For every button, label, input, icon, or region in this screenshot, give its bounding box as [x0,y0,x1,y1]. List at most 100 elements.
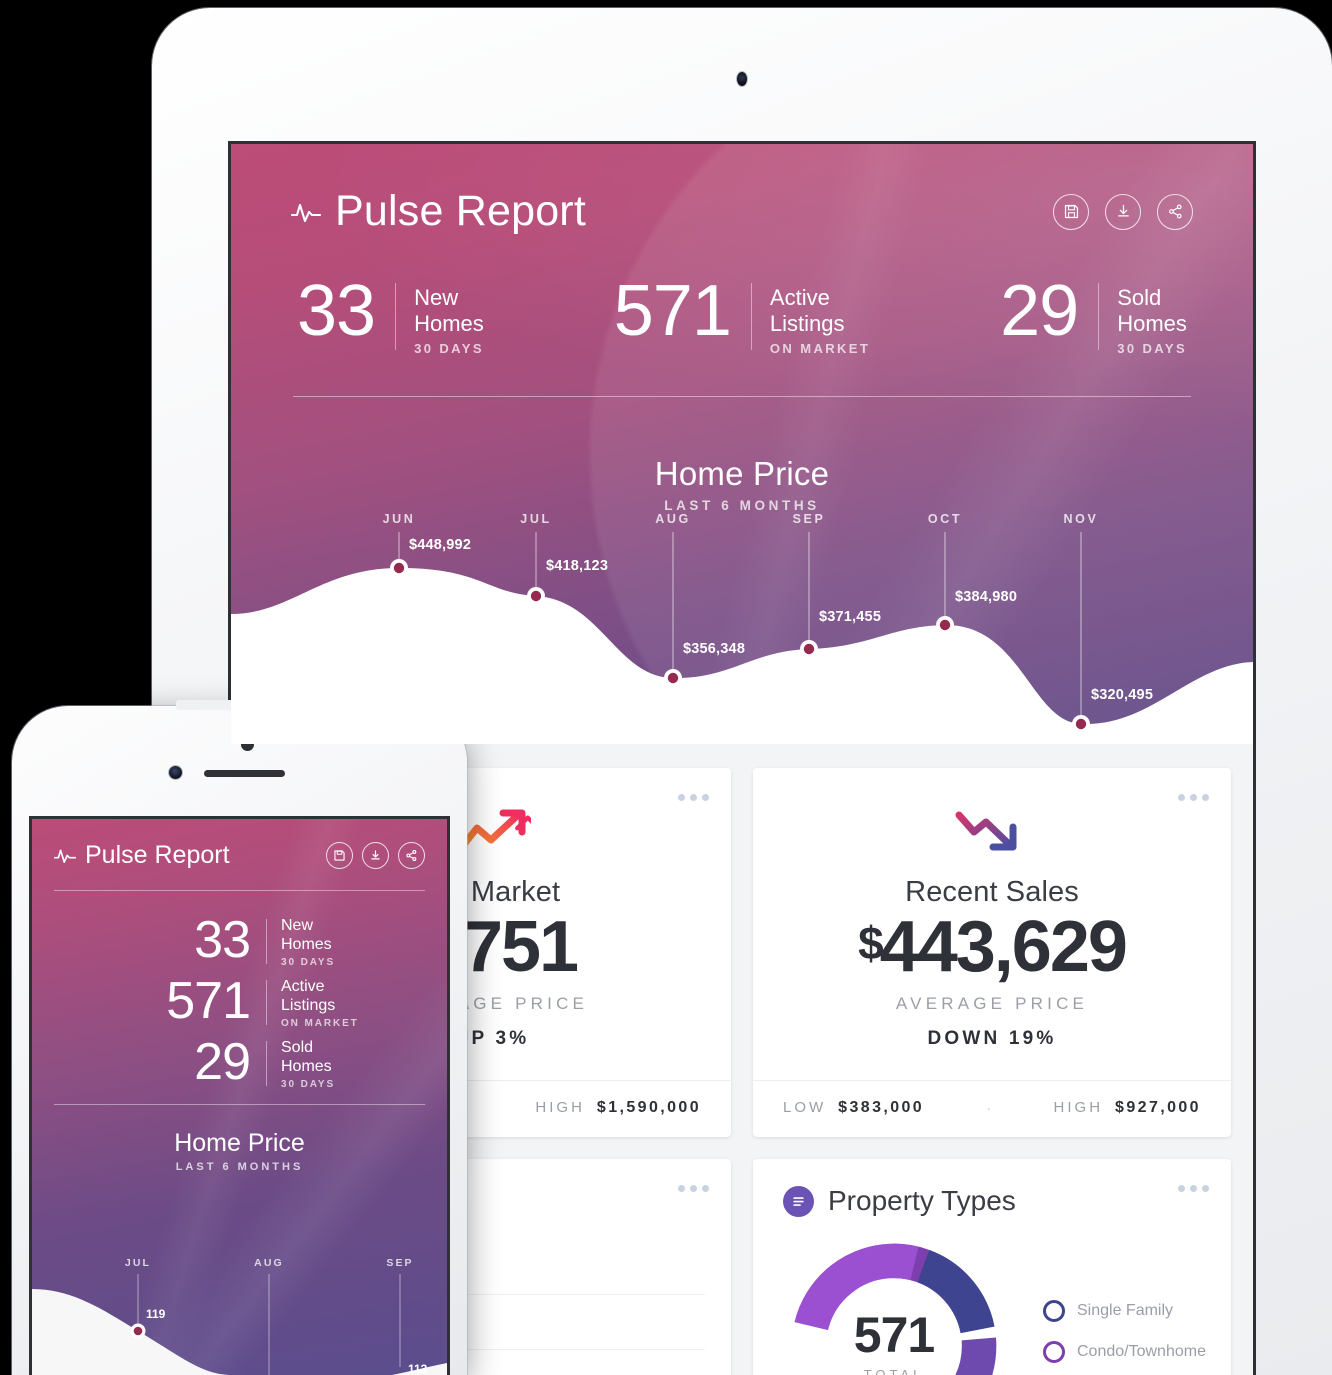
phone-stat-active-listings: 571 Active Listings ON MARKET [132,972,425,1031]
high-key: HIGH [535,1099,585,1117]
stat-sublabel: 30 DAYS [1117,341,1188,357]
stat-sublabel: 30 DAYS [281,957,336,969]
gridline [279,1294,705,1296]
card-high: HIGH $1,590,000 [535,1099,701,1117]
share-icon [1168,204,1182,219]
stat-active-listings: 571 Active Listings ON MARKET [594,271,891,357]
phone-header-actions [326,842,425,869]
card-value: $443,629 [783,910,1201,984]
download-icon [371,850,380,860]
stat-divider [266,1041,267,1087]
share-button[interactable] [1157,193,1193,230]
summary-stats: 33 New Homes 30 DAYS 571 [291,271,1193,357]
stat-value: 33 [297,271,376,351]
phone-chart-month-label: AUG [254,1257,284,1269]
stat-label-line1: New [281,917,314,934]
stat-label-line2: Homes [1117,310,1187,336]
stat-label-line1: Active [769,285,830,310]
phone-summary-stats: 33 New Homes 30 DAYS 571 Active [54,914,425,1091]
trend-up-icon [454,809,531,856]
card-recent-sales[interactable]: Recent Sales $443,629 AVERAGE PRICE DOWN… [753,768,1231,1138]
high-value: $1,590,000 [596,1099,701,1117]
property-types-donut: 571 TOTAL [779,1231,1009,1375]
stat-divider [1098,283,1100,351]
stat-sublabel: ON MARKET [281,1018,359,1030]
download-button[interactable] [1105,193,1141,230]
card-menu-button[interactable] [1178,1185,1209,1193]
chart-subtitle: LAST 6 MONTHS [664,498,820,514]
home-price-heading: Home Price LAST 6 MONTHS [291,455,1193,513]
donut-legend: Single Family Condo/Townhome Land [1043,1288,1206,1375]
property-types-header: Property Types [753,1159,1231,1217]
home-price-area-chart [231,532,1253,744]
legend-swatch-icon [1043,1341,1065,1364]
phone-speaker-grille [204,770,285,777]
phone-chart-value-label: 113 [408,1362,428,1375]
brand-block: Pulse Report [291,190,586,233]
chart-month-label: NOV [1063,512,1099,526]
chart-month-label: OCT [927,512,963,526]
pulse-heartbeat-icon [54,849,76,863]
phone-chart-month-label: JUL [124,1257,152,1269]
chart-value-label: $356,348 [683,641,746,657]
list-lines-icon [793,1197,804,1206]
download-icon [1117,204,1129,217]
phone-chart-month-label: SEP [386,1257,414,1269]
stat-label-line1: Sold [1117,285,1162,310]
phone-report-hero: JUL AUG SEP 119 113 Pulse Report [32,819,447,1375]
stat-value: 571 [613,271,732,351]
chart-month-label: JUN [382,512,416,526]
legend-label: Condo/Townhome [1077,1343,1206,1361]
chart-month-label: JUL [520,512,552,526]
phone-header-divider [54,890,425,891]
phone-brand-block: Pulse Report [54,841,230,870]
bar-chart [279,1248,705,1375]
stat-label-line2: Homes [414,310,484,336]
donut-total-caption: TOTAL [863,1367,925,1375]
phone-page-title: Pulse Report [85,841,230,869]
phone-stat-new-homes: 33 New Homes 30 DAYS [132,914,425,969]
phone-header-bar: Pulse Report [54,841,425,870]
stat-sublabel: 30 DAYS [281,1079,336,1091]
card-property-types[interactable]: Property Types [753,1159,1231,1375]
legend-item-single-family[interactable]: Single Family [1043,1300,1206,1323]
card-menu-button[interactable] [1178,794,1209,801]
card-menu-button[interactable] [678,1185,709,1193]
legend-item-condo-townhome[interactable]: Condo/Townhome [1043,1341,1206,1364]
stat-divider [750,283,752,351]
phone-home-price-heading: Home Price LAST 6 MONTHS [54,1129,425,1173]
stat-label-line1: New [414,285,459,310]
stat-new-homes: 33 New Homes 30 DAYS [297,271,594,357]
card-menu-button[interactable] [678,794,709,801]
phone-section-divider [54,1104,425,1106]
donut-total: 571 [853,1307,935,1364]
save-button[interactable] [1053,193,1089,230]
legend-label: Single Family [1077,1302,1174,1320]
stat-sold-homes: 29 Sold Homes 30 DAYS [890,271,1188,357]
phone-hero-sheen [32,819,447,1375]
card-footer: LOW $383,000 · HIGH $927,000 [753,1080,1231,1137]
chart-month-label: AUG [655,512,691,526]
stat-value: 571 [166,972,251,1031]
download-button[interactable] [362,842,389,869]
currency-symbol: $ [858,917,884,969]
property-types-body: 571 TOTAL Single Family Condo/To [753,1217,1231,1375]
share-button[interactable] [398,842,425,869]
share-icon [406,850,417,861]
page-title: Pulse Report [335,187,586,235]
stat-label-line2: Homes [281,1057,332,1075]
save-button[interactable] [326,842,353,869]
report-header-bar: Pulse Report [291,190,1193,233]
stat-sublabel: ON MARKET [769,341,871,357]
footer-separator-dot: · [986,1099,992,1117]
stat-value: 29 [1000,271,1079,351]
phone-screen: JUL AUG SEP 119 113 Pulse Report [32,819,447,1375]
chart-value-label: $418,123 [546,558,609,574]
stat-sublabel: 30 DAYS [414,341,484,357]
save-icon [1064,204,1078,219]
phone-home-price-area-chart [32,1274,447,1375]
phone-chart-title: Home Price [174,1129,305,1158]
chart-value-label: $448,992 [409,537,472,553]
phone-chart-subtitle: LAST 6 MONTHS [175,1161,304,1174]
